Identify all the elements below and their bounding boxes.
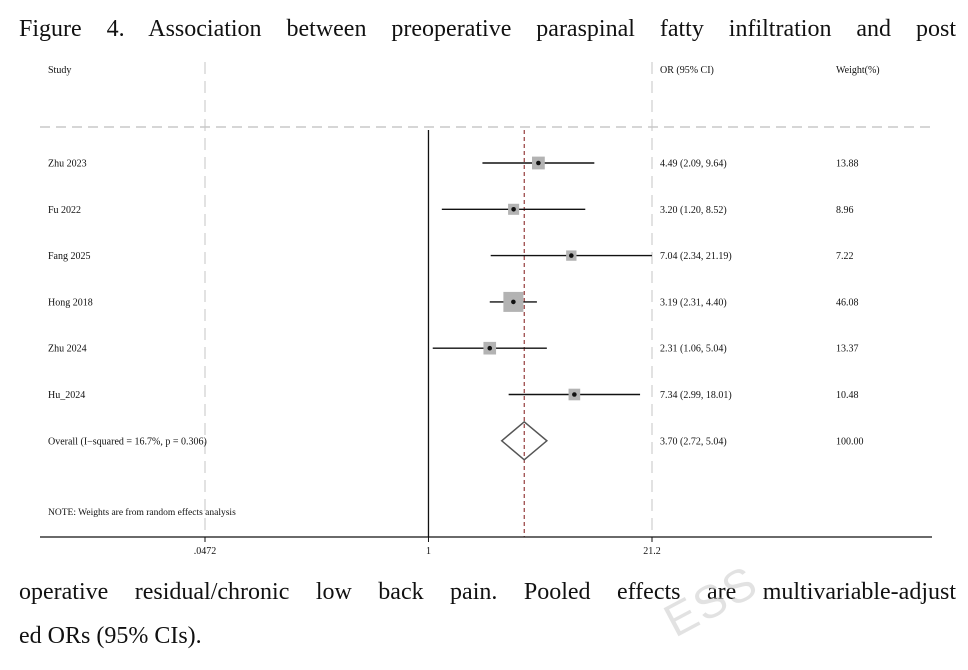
gridlines — [204, 62, 653, 537]
study-row: Zhu 2024 2.31 (1.06, 5.04) 13.37 — [48, 341, 859, 355]
overall-diamond — [500, 420, 549, 461]
study-or-ci: 3.20 (1.20, 8.52) — [660, 205, 727, 216]
point-estimate — [569, 253, 574, 258]
overall-row: Overall (I−squared = 16.7%, p = 0.306) 3… — [48, 420, 864, 461]
overall-weight: 100.00 — [836, 436, 864, 447]
study-label: Zhu 2024 — [48, 344, 87, 355]
study-row: Fu 2022 3.20 (1.20, 8.52) 8.96 — [48, 203, 854, 216]
point-estimate — [511, 207, 516, 212]
x-tick-label: .0472 — [194, 546, 217, 557]
forest-plot: Study OR (95% CI) Weight(%) Zhu 2023 4.49… — [40, 62, 932, 557]
study-or-ci: 7.04 (2.34, 21.19) — [660, 251, 732, 262]
study-weight: 8.96 — [836, 205, 854, 216]
overall-or-ci: 3.70 (2.72, 5.04) — [660, 436, 727, 447]
figure-caption-title: Figure 4. Association between preoperati… — [19, 16, 956, 42]
study-row: Hu_2024 7.34 (2.99, 18.01) 10.48 — [48, 388, 859, 401]
header-or-ci: OR (95% CI) — [660, 65, 714, 76]
study-label: Hong 2018 — [48, 297, 93, 308]
x-tick-label: 1 — [426, 546, 431, 557]
study-or-ci: 7.34 (2.99, 18.01) — [660, 390, 732, 401]
weights-note: NOTE: Weights are from random effects an… — [48, 507, 236, 518]
study-rows: Zhu 2023 4.49 (2.09, 9.64) 13.88 Fu 2022 3.2… — [48, 156, 859, 401]
point-estimate — [511, 299, 516, 305]
study-row: Zhu 2023 4.49 (2.09, 9.64) 13.88 — [48, 156, 859, 170]
study-weight: 13.37 — [836, 344, 859, 355]
study-row: Fang 2025 7.04 (2.34, 21.19) 7.22 — [48, 250, 854, 262]
study-weight: 7.22 — [836, 251, 854, 262]
study-or-ci: 4.49 (2.09, 9.64) — [660, 159, 727, 170]
figure-caption-line-2: operative residual/chronic low back pain… — [19, 579, 956, 605]
study-weight: 46.08 — [836, 297, 859, 308]
study-label: Zhu 2023 — [48, 159, 87, 170]
overall-label: Overall (I−squared = 16.7%, p = 0.306) — [48, 436, 207, 447]
study-row: Hong 2018 3.19 (2.31, 4.40) 46.08 — [48, 291, 859, 312]
study-label: Fang 2025 — [48, 251, 91, 262]
header-study: Study — [48, 65, 71, 76]
study-weight: 10.48 — [836, 390, 859, 401]
x-axis-ticks: .0472 1 21.2 — [194, 537, 661, 557]
figure-caption-line-3: ed ORs (95% CIs). — [19, 623, 202, 649]
study-or-ci: 2.31 (1.06, 5.04) — [660, 344, 727, 355]
x-tick-label: 21.2 — [643, 546, 661, 557]
study-label: Fu 2022 — [48, 205, 81, 216]
header-weight: Weight(%) — [836, 65, 880, 76]
point-estimate — [487, 345, 493, 351]
study-weight: 13.88 — [836, 159, 859, 170]
study-or-ci: 3.19 (2.31, 4.40) — [660, 297, 727, 308]
study-label: Hu_2024 — [48, 390, 85, 401]
point-estimate — [572, 392, 577, 397]
point-estimate — [536, 160, 541, 166]
